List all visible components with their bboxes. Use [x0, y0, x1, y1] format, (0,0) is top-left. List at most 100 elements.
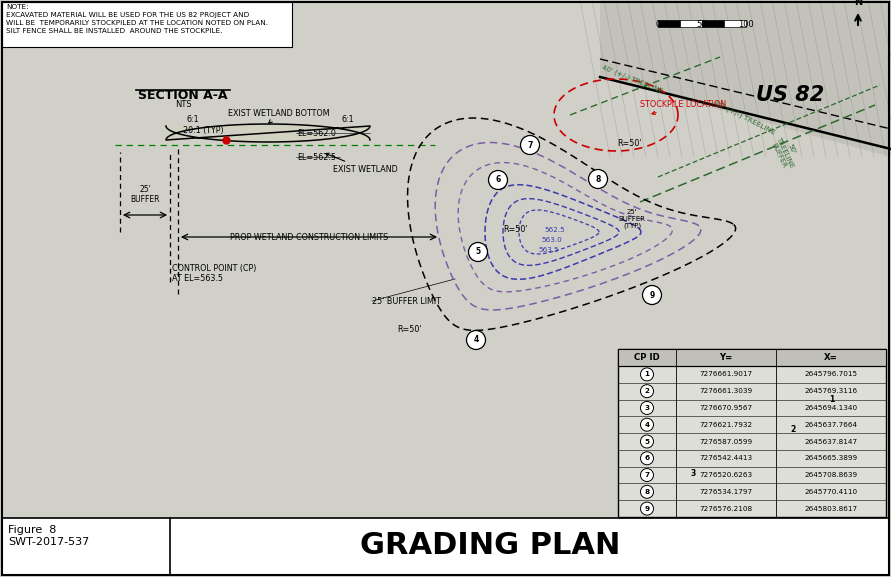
Circle shape	[822, 389, 841, 409]
Bar	[2, 518, 889, 575]
Text: EL=562.5: EL=562.5	[297, 152, 336, 162]
Circle shape	[641, 435, 653, 448]
Bar	[618, 349, 886, 366]
Text: 2645770.4110: 2645770.4110	[805, 489, 857, 495]
Polygon shape	[166, 124, 370, 142]
Text: SECTION A-A: SECTION A-A	[138, 89, 228, 102]
Text: 6:1: 6:1	[341, 114, 355, 123]
Text: 1: 1	[644, 372, 650, 377]
Text: R=50': R=50'	[503, 224, 527, 234]
Text: 1: 1	[830, 395, 835, 403]
Text: N: N	[854, 0, 862, 7]
Text: 563.0: 563.0	[541, 237, 561, 243]
Text: 7276534.1797: 7276534.1797	[699, 489, 753, 495]
Text: 2: 2	[790, 425, 796, 433]
Circle shape	[783, 419, 803, 439]
Bar	[2, 2, 292, 47]
Text: PROP WETLAND CONSTRUCTION LIMITS: PROP WETLAND CONSTRUCTION LIMITS	[230, 233, 388, 242]
Text: R=50': R=50'	[397, 324, 421, 334]
Circle shape	[467, 331, 486, 350]
Circle shape	[641, 385, 653, 398]
Text: 50: 50	[697, 20, 707, 29]
Circle shape	[641, 452, 653, 465]
Circle shape	[641, 418, 653, 431]
Text: 7276520.6263: 7276520.6263	[699, 472, 753, 478]
Text: R=90': R=90'	[793, 451, 818, 459]
Text: 9: 9	[650, 290, 655, 299]
Text: 7276661.9017: 7276661.9017	[699, 372, 753, 377]
Text: 7276661.3039: 7276661.3039	[699, 388, 753, 394]
Circle shape	[641, 485, 653, 499]
Text: 25'
BUFFER
(TYP): 25' BUFFER (TYP)	[618, 209, 645, 229]
Text: 7276587.0599: 7276587.0599	[699, 439, 753, 444]
Text: CP ID: CP ID	[634, 353, 660, 362]
Text: 2645769.3116: 2645769.3116	[805, 388, 857, 394]
Text: 4: 4	[473, 335, 478, 344]
Text: EL=562.0: EL=562.0	[297, 129, 336, 137]
Text: STOCKPILE LOCATION: STOCKPILE LOCATION	[640, 100, 726, 114]
Text: 100: 100	[738, 20, 754, 29]
Text: US 82: US 82	[756, 85, 824, 105]
Text: 7276576.2108: 7276576.2108	[699, 505, 753, 512]
Text: NTS: NTS	[175, 100, 192, 109]
Text: 0: 0	[656, 20, 660, 29]
Circle shape	[469, 242, 487, 261]
Circle shape	[641, 368, 653, 381]
Text: 2645803.8617: 2645803.8617	[805, 505, 857, 512]
Text: 7: 7	[644, 472, 650, 478]
Text: 563.5: 563.5	[538, 247, 559, 253]
Text: 40' (+/-) TREELINE: 40' (+/-) TREELINE	[601, 64, 663, 94]
Text: 7: 7	[527, 141, 533, 149]
Text: 25' BUFFER LIMIT: 25' BUFFER LIMIT	[372, 297, 441, 305]
Text: 25'
BUFFER: 25' BUFFER	[130, 185, 159, 204]
Bar	[702, 20, 724, 27]
Circle shape	[520, 136, 539, 155]
Text: 6: 6	[644, 455, 650, 461]
Text: Figure  8
SWT-2017-537: Figure 8 SWT-2017-537	[8, 525, 89, 546]
Text: 8: 8	[595, 174, 601, 183]
Text: X=: X=	[824, 353, 838, 362]
Text: 20:1 (TYP): 20:1 (TYP)	[183, 126, 224, 134]
Circle shape	[642, 286, 661, 305]
Text: 7276621.7932: 7276621.7932	[699, 422, 753, 428]
Bar	[658, 20, 680, 27]
Text: 2645665.3899: 2645665.3899	[805, 455, 857, 461]
Text: 7276542.4413: 7276542.4413	[699, 455, 753, 461]
Text: 7276670.9567: 7276670.9567	[699, 405, 753, 411]
Text: 4: 4	[644, 422, 650, 428]
Bar	[680, 20, 702, 27]
Text: 40' (+/-) TREELINE: 40' (+/-) TREELINE	[714, 99, 777, 135]
Text: EXIST WETLAND: EXIST WETLAND	[326, 153, 397, 174]
Text: 2645708.8639: 2645708.8639	[805, 472, 857, 478]
Text: NOTE:
EXCAVATED MATERIAL WILL BE USED FOR THE US 82 PROJECT AND
WILL BE  TEMPORA: NOTE: EXCAVATED MATERIAL WILL BE USED FO…	[6, 4, 268, 34]
Text: Y=: Y=	[719, 353, 732, 362]
Text: 2645796.7015: 2645796.7015	[805, 372, 857, 377]
Circle shape	[683, 464, 702, 484]
Circle shape	[588, 170, 608, 189]
Text: 2645637.8147: 2645637.8147	[805, 439, 857, 444]
Bar	[724, 20, 746, 27]
Circle shape	[641, 402, 653, 414]
Circle shape	[488, 170, 508, 189]
Text: 5: 5	[644, 439, 650, 444]
Text: 6: 6	[495, 175, 501, 185]
Text: GRADING PLAN: GRADING PLAN	[360, 531, 620, 560]
Bar	[618, 349, 886, 517]
Text: R=50': R=50'	[617, 138, 642, 148]
Text: 562.5: 562.5	[544, 227, 565, 233]
Text: 3: 3	[644, 405, 650, 411]
Text: 9: 9	[644, 505, 650, 512]
Text: CONTROL POINT (CP)
AT EL=563.5: CONTROL POINT (CP) AT EL=563.5	[172, 264, 257, 283]
Circle shape	[641, 502, 653, 515]
Text: EXIST WETLAND BOTTOM: EXIST WETLAND BOTTOM	[228, 109, 330, 123]
Polygon shape	[600, 0, 891, 157]
Text: 5: 5	[476, 248, 480, 257]
Text: 2645694.1340: 2645694.1340	[805, 405, 857, 411]
Text: 2645637.7664: 2645637.7664	[805, 422, 857, 428]
Text: 8: 8	[644, 489, 650, 495]
Text: 2: 2	[644, 388, 650, 394]
Circle shape	[641, 469, 653, 482]
Text: 3: 3	[691, 470, 696, 478]
Text: 50'
TREELINE
BUFFER: 50' TREELINE BUFFER	[769, 133, 801, 171]
Text: 6:1: 6:1	[187, 114, 200, 123]
